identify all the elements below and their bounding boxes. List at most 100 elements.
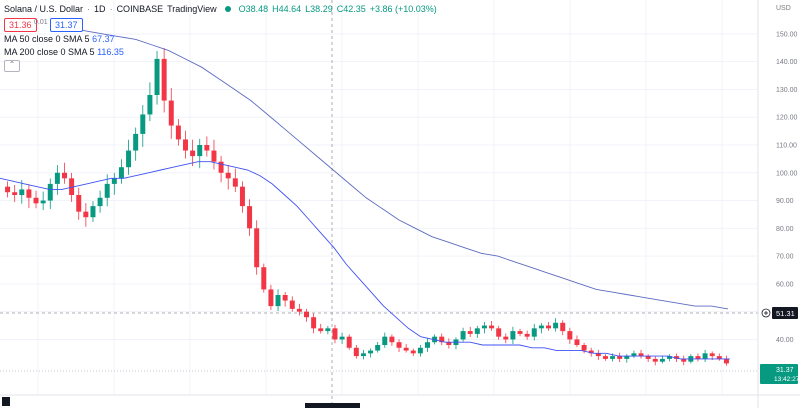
price-tick-label: 120.00 [776,115,798,122]
collapse-legend-button[interactable]: ⌃ [4,60,20,72]
candle-up [481,325,487,329]
candle-down [581,345,587,351]
candle-up [382,336,388,345]
chart-grid [0,0,758,395]
candle-down [574,339,580,345]
candle-down [168,100,174,126]
ma-200-value: 116.35 [97,47,124,57]
candle-down [296,308,302,312]
axis-currency-label: USD [776,5,791,12]
candle-down [695,356,701,359]
buy-button[interactable]: 31.37 [50,18,83,32]
candle-down [311,317,317,329]
price-tick-label: 90.00 [776,198,794,205]
ohlc-open: O38.48 [238,4,269,14]
candle-down [517,331,523,334]
candle-down [161,58,167,101]
ma-200-legend[interactable]: MA 200 close 0 SMA 5 116.35 [4,47,124,57]
ma-50-label: MA 50 close 0 SMA 5 [4,34,90,44]
price-tick-label: 60.00 [776,281,794,288]
candle-down [225,172,231,179]
candle-up [610,356,616,359]
candle-down [645,356,651,359]
candle-up [118,167,124,179]
candle-down [617,356,623,359]
price-axis: 150.00 140.00 130.00 120.00 110.00 100.00 90.0… [776,31,798,344]
candle-up [197,145,203,157]
candle-down [560,322,566,332]
candle-down [289,300,295,309]
ma-50-legend[interactable]: MA 50 close 0 SMA 5 67.37 [4,34,115,44]
candle-up [104,183,110,198]
candle-down [467,331,473,334]
candle-up [140,114,146,134]
last-price-label: 31.37 [776,367,794,374]
candle-up [90,206,96,218]
candle-down [175,125,181,140]
candle-down [546,325,551,329]
candle-down [389,336,395,343]
price-tick-label: 110.00 [776,143,797,150]
price-tick-label: 80.00 [776,226,794,233]
last-price-badge: 31.37 13:42:27 [760,364,800,384]
candle-down [183,139,188,151]
candle-down [268,289,274,307]
scrollbar-thumb [305,403,360,408]
candle-down [595,353,601,357]
candle-up [460,331,466,340]
candle-up [631,353,637,357]
symbol-legend: Solana / U.S. Dollar · 1D · COINBASE Tra… [4,4,437,14]
candle-down [304,311,309,318]
ohlc-change: +3.86 (+10.03%) [369,4,437,14]
candle-up [375,345,381,351]
candle-up [339,336,345,340]
candle-down [396,342,402,348]
ohlc-close: C42.35 [336,4,366,14]
crosshair-price-label: 51.31 [776,309,795,318]
candle-down [69,178,75,195]
candle-down [5,186,11,193]
symbol-title[interactable]: Solana / U.S. Dollar [4,4,84,14]
sell-button[interactable]: 31.36 [4,18,37,32]
candle-up [624,356,630,359]
candle-up [553,322,559,329]
candle-down [674,356,680,359]
candle-up [417,347,423,354]
candle-down [239,186,245,207]
candle-down [12,192,18,195]
ma-50-value: 67.37 [92,34,115,44]
candle-up [111,178,117,184]
candle-up [47,183,53,201]
chevron-up-icon: ⌃ [8,60,16,69]
candle-up [19,189,25,195]
candle-down [446,342,452,345]
price-tick-label: 70.00 [776,254,794,261]
candle-up [667,356,672,359]
candle-down [403,347,409,351]
candle-up [126,150,132,168]
candle-up [275,295,281,307]
ma-200-line [69,27,729,310]
candle-down [723,358,729,364]
candle-down [567,331,573,340]
candle-down [33,197,39,204]
interval-label[interactable]: 1D [94,4,106,14]
candle-down [602,356,608,359]
candle-up [97,197,103,207]
candle-down [26,189,32,198]
candle-up [425,342,430,348]
candle-down [410,350,416,354]
candle-down [218,161,224,173]
candle-up [54,172,60,184]
candle-up [659,358,665,362]
candle-up [531,328,537,337]
market-status-icon [224,6,231,12]
crosshair-price-badge: 51.31 [761,307,798,319]
candle-down [261,267,267,290]
candle-down [709,353,715,357]
candle-down [353,347,359,357]
candle-down [681,358,687,362]
ohlc-low: L38.29 [305,4,333,14]
